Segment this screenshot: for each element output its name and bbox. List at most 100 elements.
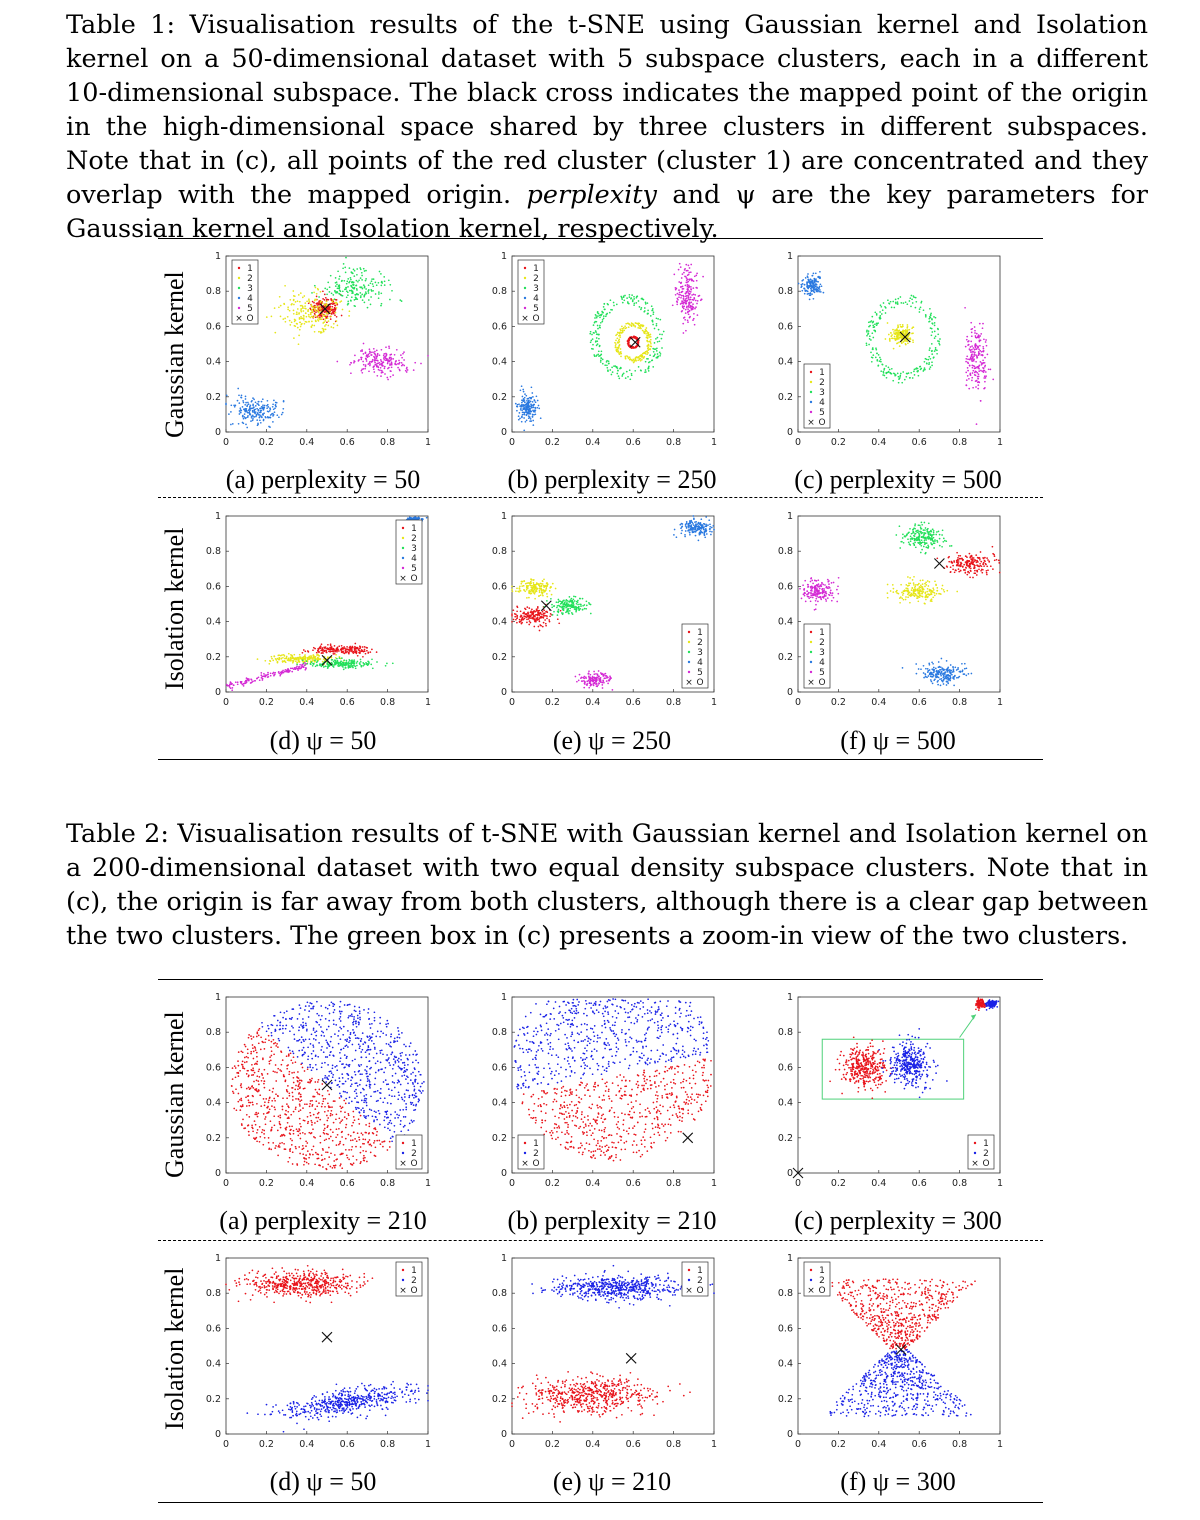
point (911, 332, 913, 335)
point (552, 605, 555, 607)
point (649, 315, 652, 317)
point (367, 651, 370, 654)
point (896, 336, 899, 338)
legend-label: 3 (697, 648, 703, 658)
point (645, 329, 648, 332)
point (253, 406, 255, 409)
point (352, 268, 355, 271)
point (644, 352, 646, 354)
point (979, 558, 981, 561)
point (536, 588, 538, 591)
point (242, 417, 245, 420)
point (348, 310, 351, 313)
point (342, 650, 345, 653)
point (965, 384, 968, 387)
point (982, 350, 984, 353)
point (519, 389, 522, 392)
point (375, 651, 378, 653)
point (363, 270, 366, 272)
point (385, 346, 387, 349)
point (908, 338, 911, 340)
point (361, 646, 364, 648)
cluster-4 (673, 515, 715, 542)
point (278, 416, 280, 419)
point (653, 342, 656, 344)
point (365, 358, 367, 360)
point (230, 404, 233, 407)
point (693, 275, 696, 278)
origin-cross (629, 336, 641, 348)
point (356, 298, 359, 301)
point (521, 621, 523, 624)
point (611, 366, 613, 369)
point (414, 361, 417, 364)
point (334, 661, 336, 664)
point (332, 294, 335, 296)
point (292, 659, 295, 662)
point (323, 304, 326, 307)
point (587, 672, 590, 675)
point (523, 580, 526, 583)
point (618, 353, 621, 356)
point (931, 323, 934, 325)
point (593, 670, 595, 673)
y-tick-label: 0 (215, 687, 221, 698)
point (535, 586, 537, 589)
point (341, 294, 344, 297)
point (975, 336, 978, 339)
point (700, 298, 703, 301)
point (331, 658, 334, 661)
point (682, 307, 685, 310)
point (270, 655, 273, 658)
point (884, 305, 886, 308)
point (252, 418, 254, 420)
point (380, 273, 382, 275)
point (274, 401, 277, 404)
point (930, 334, 933, 337)
point (800, 286, 803, 289)
point (887, 366, 890, 369)
point (334, 311, 337, 314)
point (340, 660, 342, 663)
point (607, 360, 610, 363)
point (348, 315, 350, 317)
point (627, 326, 630, 329)
legend-label: 4 (697, 658, 703, 668)
point (371, 658, 373, 661)
point (259, 419, 261, 422)
point (977, 335, 979, 338)
point (381, 371, 384, 373)
point (301, 322, 303, 325)
point (971, 558, 973, 561)
point (331, 650, 334, 653)
point (924, 582, 926, 585)
point (263, 675, 266, 678)
point (256, 419, 259, 421)
point (304, 312, 307, 315)
point (986, 353, 989, 356)
point (524, 608, 527, 611)
point (376, 661, 378, 663)
point (386, 362, 389, 365)
point (705, 523, 707, 526)
x-tick-label: 0.4 (871, 437, 886, 448)
point (594, 317, 596, 319)
point (332, 302, 335, 305)
point (334, 277, 337, 279)
point (889, 300, 892, 303)
point (537, 609, 540, 612)
y-tick-label: 0.6 (492, 581, 507, 592)
point (565, 606, 567, 609)
point (898, 341, 900, 344)
point (367, 290, 370, 292)
point (269, 414, 272, 416)
point (520, 420, 523, 423)
point (537, 625, 540, 628)
legend-marker (401, 556, 405, 560)
point (893, 306, 896, 309)
point (289, 324, 292, 326)
point (370, 290, 373, 292)
point (324, 287, 327, 290)
point (808, 294, 811, 297)
point (704, 530, 707, 533)
